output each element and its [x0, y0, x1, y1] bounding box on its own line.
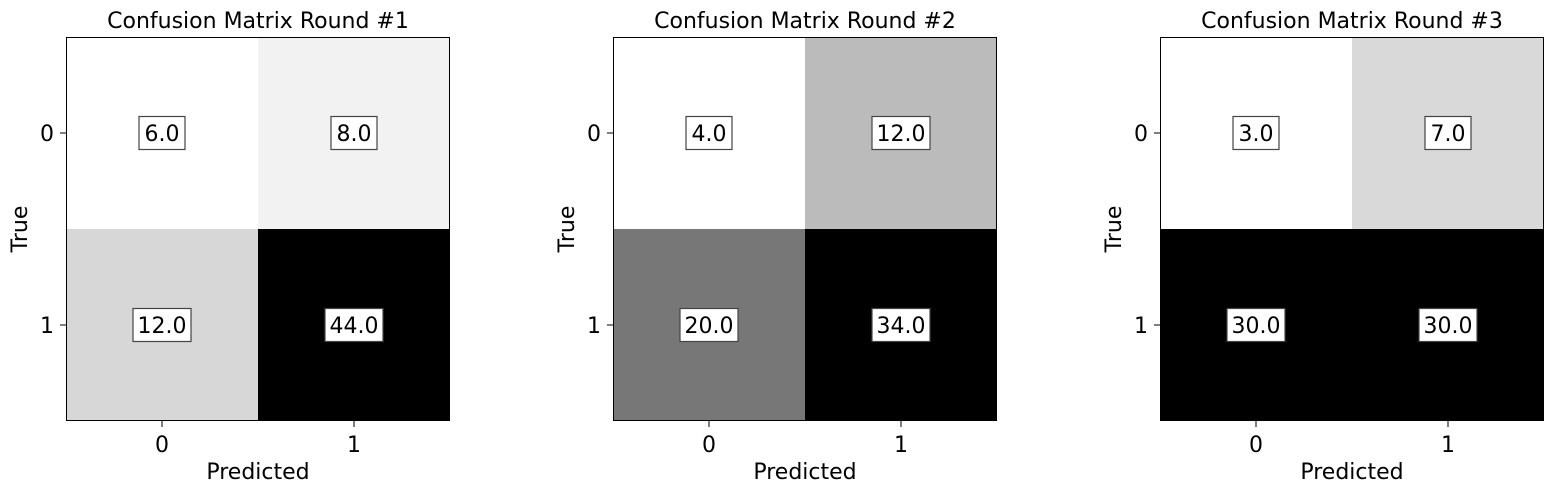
- value-label-box: [679, 307, 739, 343]
- x-tick-label-0: 0: [1249, 433, 1263, 458]
- x-axis-label: Predicted: [206, 460, 309, 485]
- x-tick-label-0: 0: [155, 433, 169, 458]
- value-label-r0-c0: 4.0: [692, 122, 727, 147]
- value-label-box: [1232, 115, 1280, 151]
- value-label-r1-c0: 30.0: [1232, 314, 1281, 339]
- value-label-r1-c1: 44.0: [330, 314, 379, 339]
- y-tick-label-0: 0: [40, 122, 54, 147]
- value-label-box: [138, 115, 186, 151]
- y-axis-label: True: [8, 206, 33, 254]
- y-tick-label-1: 1: [587, 314, 601, 339]
- plot-frame: [1160, 37, 1544, 421]
- value-label-r1-c1: 30.0: [1424, 314, 1473, 339]
- value-label-box: [871, 307, 931, 343]
- y-tick-label-1: 1: [1134, 314, 1148, 339]
- value-label-box: [132, 307, 192, 343]
- value-label-box: [324, 307, 384, 343]
- y-axis-label: True: [555, 206, 580, 254]
- plot-frame: [613, 37, 997, 421]
- value-label-box: [330, 115, 378, 151]
- value-label-box: [871, 115, 931, 151]
- value-label-r1-c0: 12.0: [138, 314, 187, 339]
- chart-title: Confusion Matrix Round #3: [1201, 9, 1503, 34]
- value-label-box: [1424, 115, 1472, 151]
- value-label-r1-c1: 34.0: [877, 314, 926, 339]
- y-tick-label-1: 1: [40, 314, 54, 339]
- value-label-r0-c0: 3.0: [1239, 122, 1274, 147]
- plot-frame: [66, 37, 450, 421]
- confusion-matrix-3: 3.0 7.0 30.0 30.0 0 1 0 1 Confusion Matrix Round…: [1102, 9, 1544, 485]
- value-label-box: [685, 115, 733, 151]
- value-label-r0-c1: 7.0: [1431, 122, 1466, 147]
- value-label-box: [1418, 307, 1478, 343]
- value-label-r0-c1: 8.0: [337, 122, 372, 147]
- y-tick-label-0: 0: [1134, 122, 1148, 147]
- confusion-matrix-1: 6.0 8.0 12.0 44.0 0 1 0 1 Confusion Matrix Round…: [8, 9, 450, 485]
- chart-title: Confusion Matrix Round #2: [654, 9, 956, 34]
- x-tick-label-1: 1: [894, 433, 908, 458]
- x-axis-label: Predicted: [1300, 460, 1403, 485]
- x-tick-label-0: 0: [702, 433, 716, 458]
- value-label-r1-c0: 20.0: [685, 314, 734, 339]
- value-label-box: [1226, 307, 1286, 343]
- x-axis-label: Predicted: [753, 460, 856, 485]
- value-label-r0-c0: 6.0: [145, 122, 180, 147]
- x-tick-label-1: 1: [347, 433, 361, 458]
- x-tick-label-1: 1: [1441, 433, 1455, 458]
- y-axis-label: True: [1102, 206, 1127, 254]
- chart-title: Confusion Matrix Round #1: [107, 9, 409, 34]
- confusion-matrix-2: 4.0 12.0 20.0 34.0 0 1 0 1 Confusion Matrix Roun…: [555, 9, 997, 485]
- value-label-r0-c1: 12.0: [877, 122, 926, 147]
- y-tick-label-0: 0: [587, 122, 601, 147]
